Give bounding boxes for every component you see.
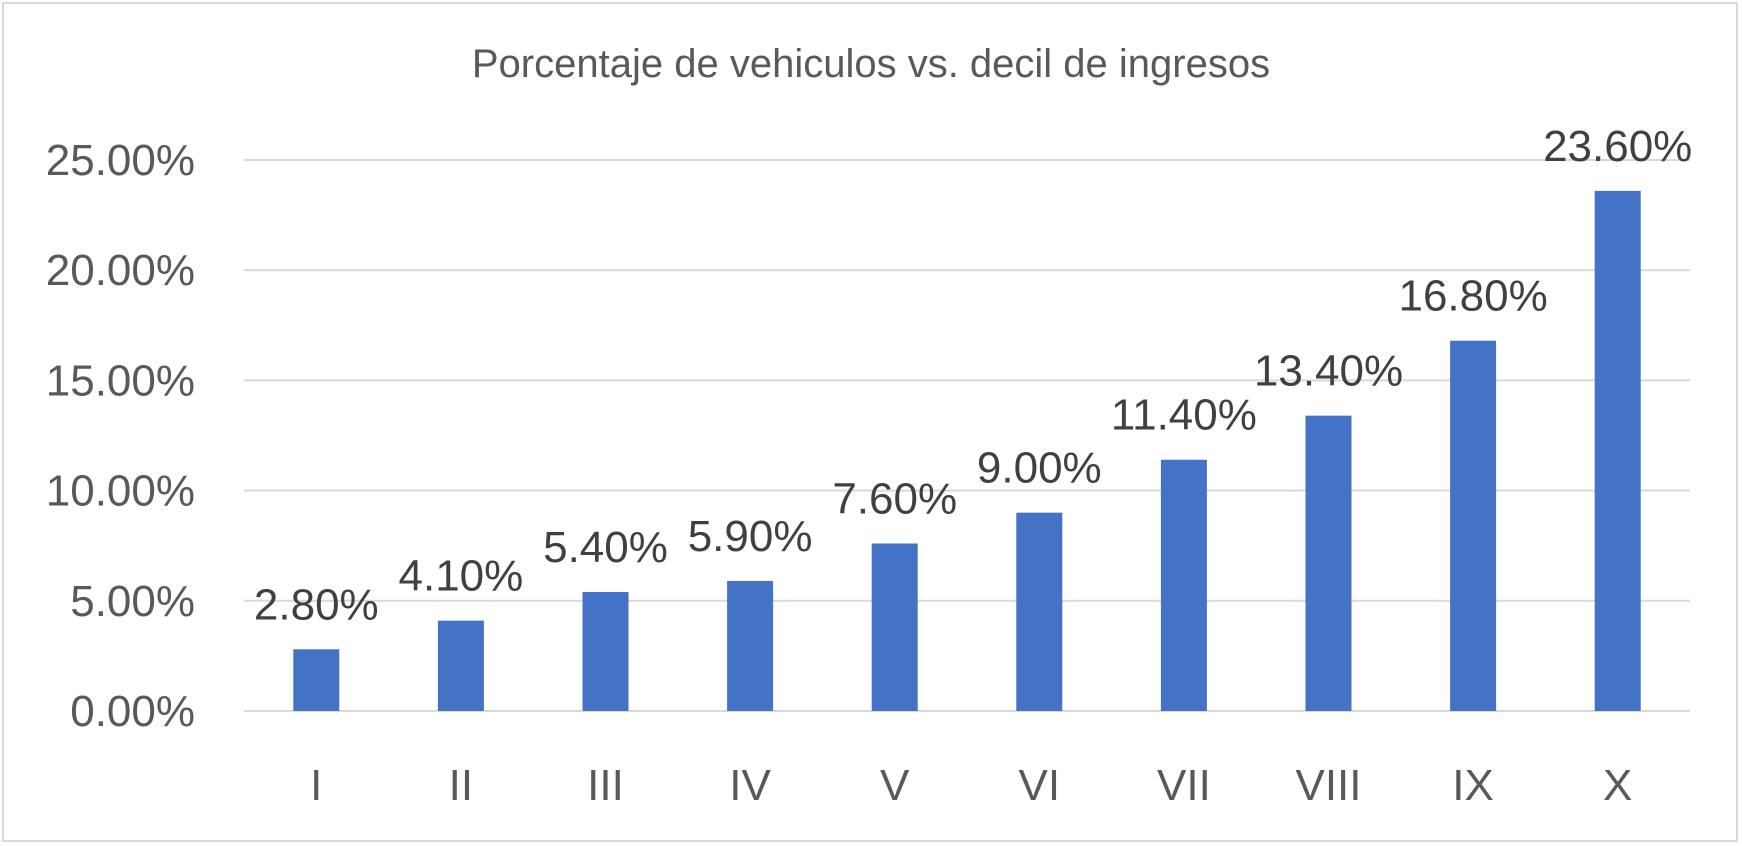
y-tick-label: 0.00% <box>70 687 195 736</box>
bar <box>582 591 629 711</box>
gridlines <box>244 159 1690 712</box>
x-tick-label: VIII <box>1295 761 1361 810</box>
x-axis: I II III IV V VI VII VIII IX X <box>310 761 1632 810</box>
y-tick-label: 20.00% <box>46 246 195 295</box>
bars <box>293 190 1641 711</box>
bar <box>1160 459 1207 711</box>
data-label: 5.40% <box>543 523 668 572</box>
bar <box>727 580 774 711</box>
x-tick-label: III <box>587 761 624 810</box>
y-axis: 0.00% 5.00% 10.00% 15.00% 20.00% 25.00% <box>46 136 195 736</box>
data-label: 5.90% <box>688 512 813 561</box>
x-tick-label: I <box>310 761 322 810</box>
x-tick-label: VII <box>1157 761 1211 810</box>
bar <box>1305 415 1352 711</box>
y-tick-label: 25.00% <box>46 136 195 185</box>
x-tick-label: X <box>1603 761 1632 810</box>
x-tick-label: IX <box>1452 761 1494 810</box>
bar <box>871 543 918 711</box>
y-tick-label: 10.00% <box>46 467 195 516</box>
x-tick-label: V <box>880 761 910 810</box>
bar <box>437 620 484 711</box>
bar <box>293 649 340 711</box>
data-label: 13.40% <box>1254 347 1403 396</box>
x-tick-label: II <box>449 761 473 810</box>
y-tick-label: 15.00% <box>46 356 195 405</box>
x-tick-label: VI <box>1019 761 1061 810</box>
bar <box>1594 190 1641 711</box>
data-label: 7.60% <box>832 474 957 523</box>
data-label: 11.40% <box>1111 391 1257 440</box>
x-tick-label: IV <box>729 761 771 810</box>
y-tick-label: 5.00% <box>70 577 195 626</box>
data-label: 16.80% <box>1398 272 1547 321</box>
bar <box>1450 340 1497 711</box>
chart-title: Porcentaje de vehiculos vs. decil de ing… <box>471 42 1271 86</box>
data-label: 4.10% <box>399 552 524 601</box>
bar <box>1016 512 1063 711</box>
data-labels: 2.80% 4.10% 5.40% 5.90% 7.60% 9.00%11.40%13.4… <box>254 122 1692 629</box>
data-label: 9.00% <box>977 444 1102 493</box>
data-label: 23.60% <box>1543 122 1692 171</box>
data-label: 2.80% <box>254 580 379 629</box>
